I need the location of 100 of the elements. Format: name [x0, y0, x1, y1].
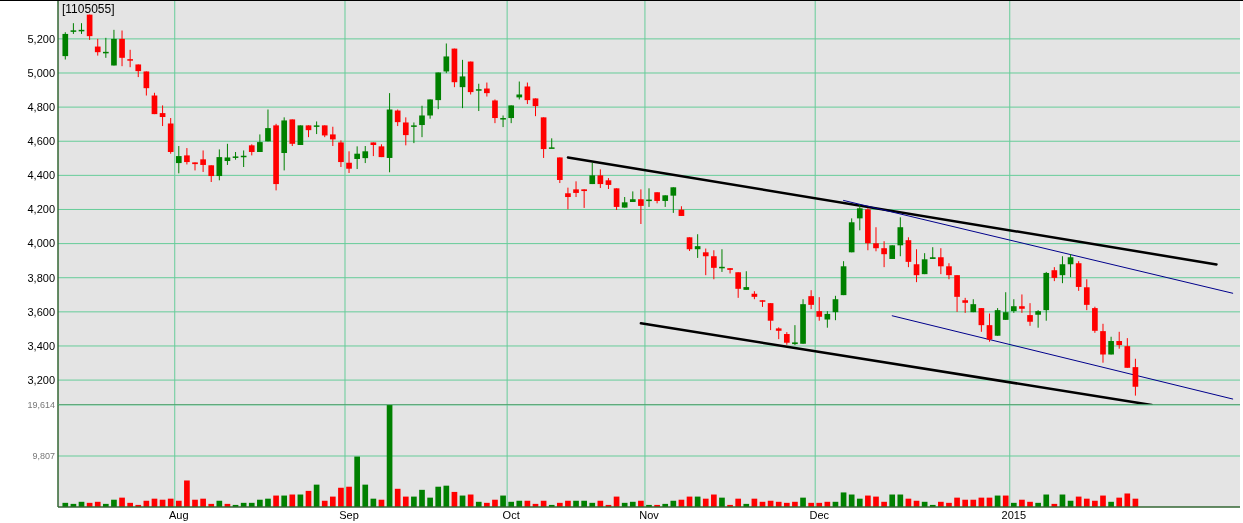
x-tick-label: Aug: [169, 509, 189, 521]
candlestick: [492, 98, 498, 124]
bar: [427, 497, 433, 507]
candlestick: [808, 289, 814, 310]
bar: [1043, 494, 1050, 507]
candlestick: [897, 216, 904, 257]
bar: [394, 488, 401, 507]
candlestick: [548, 137, 555, 149]
y-tick-label: 4,000: [27, 237, 55, 250]
y-tick-label: 9,807: [32, 451, 55, 462]
candlestick: [597, 168, 604, 189]
bar: [719, 497, 725, 507]
bar: [402, 496, 409, 507]
bar: [419, 489, 425, 507]
y-tick-label: 4,800: [27, 100, 55, 113]
candlestick: [297, 124, 304, 146]
x-tick-label: 2015: [1001, 509, 1027, 521]
candlestick: [881, 240, 887, 268]
candlestick: [216, 148, 223, 181]
y-tick-label: 3,400: [27, 339, 55, 352]
candlestick: [338, 139, 344, 168]
candlestick: [573, 180, 579, 198]
bar: [354, 456, 360, 507]
y-tick-label: 4,600: [27, 135, 55, 148]
bar: [500, 495, 506, 507]
bar: [1100, 495, 1106, 507]
chart-title: [1105055]: [62, 2, 115, 16]
candlestick: [62, 31, 69, 61]
candlestick: [638, 188, 644, 225]
x-tick-label: Oct: [502, 509, 520, 521]
candlestick: [711, 249, 717, 280]
bar: [1002, 495, 1009, 507]
candlestick: [1019, 293, 1025, 314]
candlestick: [484, 82, 490, 98]
candlestick: [184, 147, 190, 165]
candlestick: [873, 226, 879, 252]
candlestick: [119, 30, 125, 67]
candlestick: [500, 114, 506, 128]
candlestick: [354, 145, 360, 170]
candlestick: [459, 59, 466, 109]
candlestick: [1132, 358, 1139, 397]
bar: [273, 495, 279, 507]
candlestick: [1083, 278, 1090, 311]
bar: [281, 495, 288, 507]
candlestick: [743, 270, 750, 291]
bar: [711, 494, 717, 507]
candlestick: [767, 302, 774, 331]
candlestick: [1035, 309, 1041, 329]
candlestick: [475, 83, 482, 112]
candlestick: [556, 156, 563, 184]
candlestick: [411, 121, 417, 144]
bar: [346, 486, 352, 507]
bar: [411, 496, 417, 507]
y-tick-label: 5,000: [27, 66, 55, 79]
candlestick: [816, 296, 823, 322]
x-tick-label: Dec: [809, 509, 830, 521]
candlestick: [402, 116, 409, 146]
bar: [1116, 497, 1123, 507]
candlestick: [702, 248, 709, 276]
bar: [1075, 496, 1082, 507]
bar: [897, 494, 904, 507]
candlestick: [670, 186, 677, 214]
bar: [889, 494, 896, 507]
candlestick: [265, 109, 271, 142]
y-tick-label: 4,200: [27, 203, 55, 216]
y-tick-label: 19,614: [27, 400, 55, 411]
y-tick-label: 3,200: [27, 373, 55, 386]
candlestick: [581, 188, 587, 209]
candlestick: [419, 105, 425, 138]
candlestick: [175, 145, 182, 174]
y-tick-label: 5,200: [27, 32, 55, 45]
bar: [443, 485, 450, 507]
candlestick: [159, 104, 166, 127]
y-tick-label: 3,800: [27, 271, 55, 284]
candlestick: [1027, 302, 1033, 327]
bar: [289, 494, 296, 507]
bar: [119, 497, 125, 507]
candlestick: [565, 187, 571, 210]
candlestick: [1002, 291, 1009, 321]
bar: [362, 484, 369, 507]
candlestick: [346, 150, 352, 174]
candlestick: [443, 42, 450, 74]
x-tick-label: Nov: [639, 509, 660, 521]
candlestick: [792, 324, 798, 346]
candlestick: [613, 187, 620, 211]
candlestick: [524, 82, 531, 105]
candlestick: [727, 267, 733, 274]
x-tick-label: Sep: [339, 509, 359, 521]
bar: [1124, 493, 1131, 507]
bar: [435, 486, 442, 507]
bar: [848, 494, 855, 507]
bar: [329, 496, 336, 507]
candlestick: [856, 204, 863, 231]
y-tick-label: 3,600: [27, 305, 55, 318]
bar: [873, 496, 879, 507]
bar: [954, 497, 960, 507]
y-tick-label: 4,400: [27, 169, 55, 182]
candlestick: [427, 98, 433, 120]
candlestick: [1075, 260, 1082, 292]
candlestick: [954, 274, 960, 313]
